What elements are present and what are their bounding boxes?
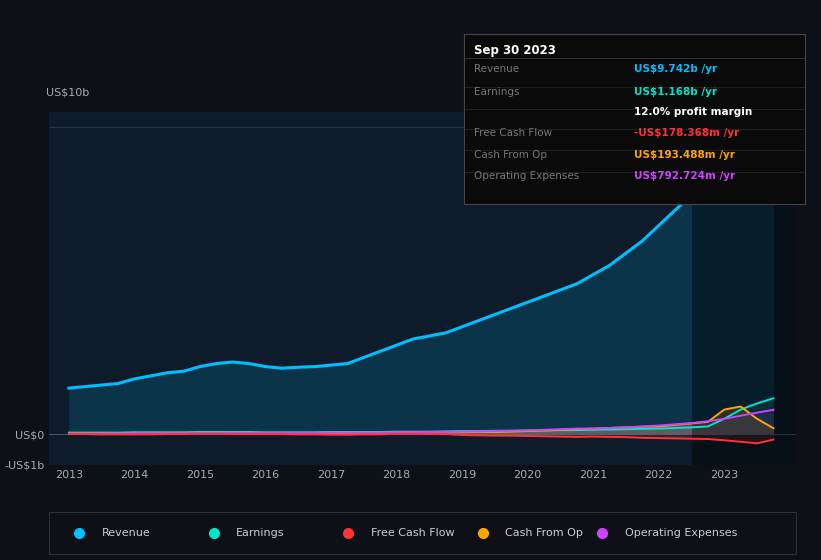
Text: Revenue: Revenue	[102, 529, 150, 538]
Text: Earnings: Earnings	[474, 87, 520, 96]
Text: Cash From Op: Cash From Op	[474, 150, 547, 160]
Text: US$792.724m /yr: US$792.724m /yr	[635, 171, 736, 181]
Text: -US$178.368m /yr: -US$178.368m /yr	[635, 128, 740, 138]
Text: Revenue: Revenue	[474, 64, 519, 74]
Text: Free Cash Flow: Free Cash Flow	[370, 529, 454, 538]
Text: Operating Expenses: Operating Expenses	[474, 171, 580, 181]
Text: Operating Expenses: Operating Expenses	[625, 529, 737, 538]
Text: Sep 30 2023: Sep 30 2023	[474, 44, 556, 57]
Text: US$1.168b /yr: US$1.168b /yr	[635, 87, 718, 96]
Text: US$193.488m /yr: US$193.488m /yr	[635, 150, 735, 160]
Text: US$9.742b /yr: US$9.742b /yr	[635, 64, 718, 74]
Text: Cash From Op: Cash From Op	[505, 529, 583, 538]
Text: 12.0% profit margin: 12.0% profit margin	[635, 107, 753, 117]
Text: Earnings: Earnings	[236, 529, 285, 538]
Text: US$10b: US$10b	[45, 88, 89, 98]
Bar	[691, 112, 803, 465]
Text: Free Cash Flow: Free Cash Flow	[474, 128, 553, 138]
